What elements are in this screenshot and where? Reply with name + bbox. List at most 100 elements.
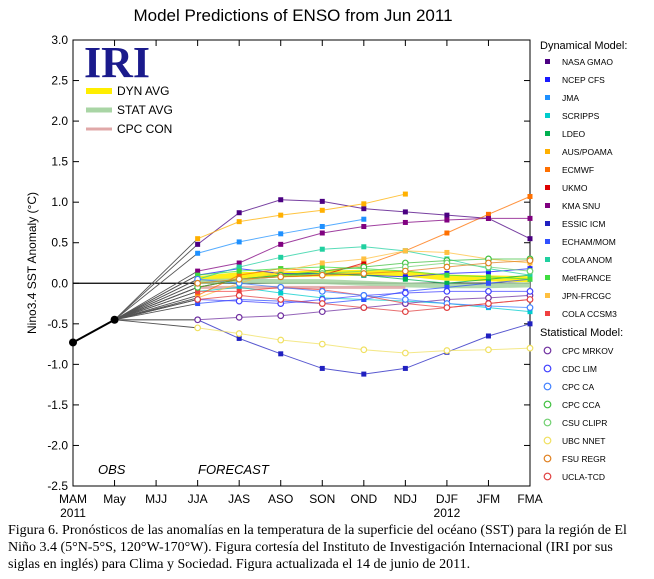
legend-label: CPC CA [562, 382, 594, 392]
data-point [236, 260, 242, 266]
y-tick-label: 1.5 [51, 155, 68, 169]
legend-item: UKMO [545, 183, 588, 193]
data-point [277, 336, 285, 344]
legend-dynamical-header: Dynamical Model: [540, 40, 627, 52]
data-point [278, 254, 284, 260]
data-point [526, 344, 534, 352]
data-point [235, 330, 243, 337]
legend-marker [545, 275, 550, 280]
data-point [444, 280, 450, 286]
data-point [195, 268, 201, 274]
data-point [526, 304, 534, 312]
series-jma [195, 216, 367, 256]
fan-line [114, 290, 198, 321]
fan-line [114, 238, 198, 321]
legend-label: KMA SNU [562, 201, 600, 211]
data-point [526, 257, 534, 264]
x-tick-label: FMA [517, 492, 542, 506]
data-point [236, 239, 242, 245]
legend-item: KMA SNU [545, 201, 600, 211]
legend-marker [545, 59, 550, 64]
x-tick-label: OND [350, 492, 377, 506]
legend-label: COLA ANOM [562, 255, 612, 265]
data-point [401, 349, 409, 357]
x-year-label: 2012 [434, 506, 461, 520]
model-legend: NASA GMAO NCEP CFS JMA SCRIPPS LDEO AUS/POAMA… [543, 57, 617, 482]
legend-item: AUS/POAMA [545, 147, 613, 157]
data-point [278, 212, 284, 218]
legend-item: NASA GMAO [545, 57, 613, 67]
data-point [235, 292, 243, 299]
x-tick-label: SON [309, 492, 335, 506]
fan-line [114, 299, 198, 321]
data-point [485, 300, 492, 307]
x-tick-label: JJA [188, 492, 208, 506]
legend-marker [545, 185, 550, 190]
x-tick-label: JAS [228, 492, 250, 506]
legend-marker [543, 400, 552, 409]
data-point [527, 194, 533, 200]
data-point [485, 274, 491, 280]
x-tick-label: May [103, 492, 126, 506]
y-tick-label: 2.0 [51, 114, 68, 128]
data-point [319, 365, 325, 371]
model-series [194, 191, 534, 377]
data-point [195, 241, 201, 247]
legend-marker [545, 257, 550, 262]
legend-marker [543, 382, 552, 391]
data-point [319, 246, 325, 252]
data-point [236, 288, 242, 294]
data-point [194, 296, 202, 303]
x-tick-label: ASO [268, 492, 293, 506]
data-point [485, 269, 491, 275]
average-legend-label: STAT AVG [117, 103, 173, 117]
data-point [278, 197, 284, 203]
data-point [278, 241, 284, 247]
data-point [485, 287, 492, 295]
obs-line [72, 318, 116, 344]
series-aus-poama [195, 191, 408, 242]
x-axis: MAM May MJJ JJA JAS ASO SON OND NDJ DJF JFM FMA 2011… [59, 40, 543, 520]
legend-label: LDEO [562, 129, 586, 139]
data-point [318, 271, 326, 279]
legend-label: UKMO [562, 183, 588, 193]
data-point [360, 346, 368, 354]
data-point [318, 340, 326, 348]
legend-item: CPC MRKOV [543, 346, 614, 356]
legend-item: SCRIPPS [545, 111, 600, 121]
y-tick-label: 0.0 [51, 276, 68, 290]
data-point [318, 308, 326, 316]
data-point [402, 248, 408, 254]
observed-series [69, 315, 119, 347]
legend-marker [545, 131, 550, 136]
fan-line [114, 303, 198, 321]
data-point [485, 215, 491, 221]
data-point [319, 198, 325, 204]
data-point [278, 351, 284, 357]
y-axis-label: Nino3.4 SST Anomaly (°C) [25, 192, 39, 334]
legend-marker [543, 346, 552, 355]
data-point [444, 249, 450, 255]
legend-label: NCEP CFS [562, 75, 605, 85]
legend-label: JPN-FRCGC [562, 291, 611, 301]
data-point [485, 280, 491, 286]
legend-item: ECHAM/MOM [545, 237, 616, 247]
data-point [485, 211, 491, 217]
data-point [360, 292, 368, 299]
legend-item: NCEP CFS [545, 75, 605, 85]
data-point [235, 297, 243, 305]
data-point [319, 230, 325, 236]
data-point [527, 272, 533, 278]
data-point [527, 309, 533, 315]
legend-label: AUS/POAMA [562, 147, 613, 157]
legend-marker [543, 454, 552, 463]
legend-label: SCRIPPS [562, 111, 600, 121]
fan-line [114, 244, 198, 321]
data-point [194, 279, 202, 287]
data-point [361, 256, 367, 262]
x-tick-label: JFM [477, 492, 500, 506]
data-point [527, 236, 533, 242]
average-legend: DYN AVG STAT AVG CPC CON [86, 84, 173, 136]
data-point [319, 260, 325, 266]
average-legend-label: DYN AVG [117, 84, 169, 98]
